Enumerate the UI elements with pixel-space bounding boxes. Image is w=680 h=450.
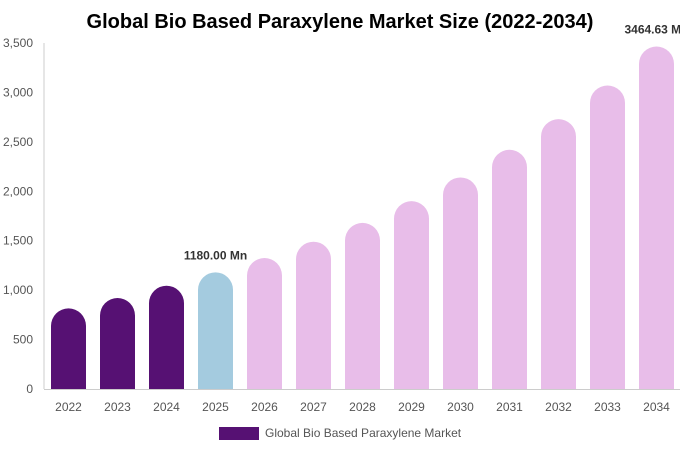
y-tick-label: 3,500 [3,36,33,50]
legend-swatch [219,427,259,440]
bar-2023 [100,298,135,389]
x-tick-label: 2029 [398,400,425,414]
x-tick-label: 2032 [545,400,572,414]
y-axis-ticks: 0 500 1,000 1,500 2,000 2,500 3,000 3,500 [3,36,33,396]
y-tick-label: 500 [13,333,33,347]
x-tick-label: 2022 [55,400,82,414]
bar-2025 [198,272,233,389]
bar-2031 [492,149,527,389]
y-tick-label: 0 [26,382,33,396]
x-tick-label: 2030 [447,400,474,414]
x-tick-label: 2028 [349,400,376,414]
bar-2033 [590,85,625,389]
x-axis-ticks: 2022 2023 2024 2025 2026 2027 2028 2029 2030 2031… [55,400,670,414]
bar-2024 [149,285,184,389]
x-tick-label: 2033 [594,400,621,414]
data-labels: 1180.00 Mn 3464.63 Mn [184,22,680,262]
bar-2032 [541,119,576,390]
data-label: 1180.00 Mn [184,248,247,262]
y-tick-label: 3,000 [3,85,33,99]
bar-2029 [394,201,429,389]
bar-2034 [639,46,674,389]
x-tick-label: 2026 [251,400,278,414]
x-tick-label: 2023 [104,400,131,414]
x-tick-label: 2031 [496,400,523,414]
legend: Global Bio Based Paraxylene Market [219,426,462,440]
x-tick-label: 2027 [300,400,327,414]
bars [51,46,674,390]
x-tick-label: 2024 [153,400,180,414]
bar-2022 [51,308,86,389]
bar-2026 [247,258,282,389]
chart-title: Global Bio Based Paraxylene Market Size … [87,11,594,33]
bar-2030 [443,177,478,389]
x-tick-label: 2034 [643,400,670,414]
y-tick-label: 2,500 [3,135,33,149]
bar-2027 [296,241,331,389]
x-tick-label: 2025 [202,400,229,414]
data-label: 3464.63 Mn [624,22,680,36]
y-tick-label: 1,000 [3,283,33,297]
legend-label: Global Bio Based Paraxylene Market [265,426,462,440]
bar-2028 [345,222,380,389]
y-tick-label: 1,500 [3,234,33,248]
y-tick-label: 2,000 [3,184,33,198]
